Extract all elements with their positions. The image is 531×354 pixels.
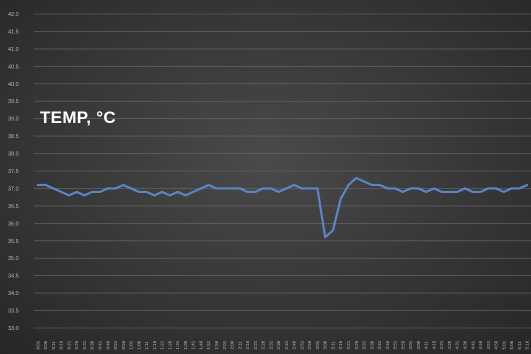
x-tick-label: 5:11: [517, 341, 522, 350]
x-tick-label: 1:51: [206, 340, 211, 349]
x-tick-label: 4:06: [416, 340, 421, 349]
x-tick-label: 0:26: [74, 340, 79, 349]
y-tick-label: 35.5: [8, 239, 19, 245]
x-tick-label: 5:01: [501, 340, 506, 349]
x-tick-label: 0:11: [51, 341, 56, 350]
x-tick-label: 4:11: [424, 341, 429, 350]
y-tick-label: 34.0: [8, 291, 19, 297]
y-tick-label: 39.5: [8, 99, 19, 105]
y-tick-label: 37.0: [8, 186, 19, 192]
x-tick-label: 3:01: [315, 340, 320, 349]
x-tick-label: 3:21: [346, 340, 351, 349]
y-tick-label: 36.5: [8, 204, 19, 210]
x-tick-label: 4:31: [455, 340, 460, 349]
x-tick-label: 3:41: [377, 340, 382, 349]
y-tick-label: 33.0: [8, 326, 19, 332]
x-tick-label: 1:16: [152, 340, 157, 349]
x-tick-label: 2:56: [307, 340, 312, 349]
x-tick-label: 2:21: [253, 340, 258, 349]
x-tick-label: 1:36: [183, 340, 188, 349]
x-tick-label: 3:36: [369, 340, 374, 349]
x-tick-label: 3:31: [362, 340, 367, 349]
x-tick-label: 1:31: [175, 340, 180, 349]
x-tick-label: 1:46: [198, 340, 203, 349]
x-tick-label: 0:36: [90, 340, 95, 349]
x-tick-label: 2:46: [292, 340, 297, 349]
x-tick-label: 3:46: [385, 340, 390, 349]
x-tick-label: 0:06: [43, 340, 48, 349]
y-tick-label: 39.0: [8, 117, 19, 123]
x-tick-label: 3:26: [354, 340, 359, 349]
x-tick-label: 1:11: [144, 341, 149, 350]
x-tick-label: 3:16: [338, 340, 343, 349]
x-tick-label: 1:01: [129, 340, 134, 349]
y-tick-label: 38.5: [8, 134, 19, 140]
x-tick-label: 4:51: [486, 340, 491, 349]
x-tick-label: 0:21: [66, 340, 71, 349]
x-tick-label: 1:26: [167, 340, 172, 349]
series-layer: [36, 176, 529, 239]
temperature-series-line: [36, 176, 529, 239]
x-tick-label: 2:16: [245, 340, 250, 349]
x-tick-label: 5:06: [509, 340, 514, 349]
x-tick-label: 4:26: [447, 340, 452, 349]
x-tick-label: 0:51: [113, 340, 118, 349]
x-tick-label: 1:06: [136, 340, 141, 349]
x-tick-label: 4:16: [431, 340, 436, 349]
y-tick-label: 33.5: [8, 309, 19, 315]
x-tick-label: 2:06: [230, 340, 235, 349]
x-tick-label: 2:01: [222, 340, 227, 349]
x-tick-label: 4:56: [494, 340, 499, 349]
y-tick-label: 35.0: [8, 256, 19, 262]
y-tick-label: 42.0: [8, 12, 19, 18]
x-tick-label: 0:01: [35, 340, 40, 349]
y-axis-ticks: 42.0 41.5 41.0 40.5 40.0 39.5 39.0 38.5 38.0 37.5…: [8, 12, 19, 332]
chart-title: TEMP, °C: [40, 108, 116, 127]
x-tick-label: 5:16: [525, 340, 530, 349]
x-tick-label: 4:36: [462, 340, 467, 349]
x-tick-label: 0:56: [121, 340, 126, 349]
y-tick-label: 40.0: [8, 82, 19, 88]
x-tick-label: 2:11: [237, 341, 242, 350]
x-tick-label: 1:41: [191, 340, 196, 349]
y-tick-label: 41.5: [8, 29, 19, 35]
x-tick-label: 4:01: [408, 340, 413, 349]
x-tick-label: 3:51: [393, 340, 398, 349]
x-tick-label: 0:46: [105, 340, 110, 349]
y-tick-label: 41.0: [8, 47, 19, 53]
y-tick-label: 40.5: [8, 64, 19, 70]
x-tick-label: 4:21: [439, 340, 444, 349]
x-tick-label: 4:46: [478, 340, 483, 349]
x-tick-label: 2:31: [268, 340, 273, 349]
x-tick-label: 0:31: [82, 340, 87, 349]
x-tick-label: 2:26: [261, 340, 266, 349]
y-tick-label: 38.0: [8, 152, 19, 158]
x-tick-label: 3:11: [330, 341, 335, 350]
x-tick-label: 2:41: [284, 340, 289, 349]
x-tick-label: 3:56: [400, 340, 405, 349]
x-tick-label: 1:21: [160, 340, 165, 349]
y-tick-label: 37.5: [8, 169, 19, 175]
x-axis-ticks: 0:01 0:06 0:11 0:16 0:21 0:26 0:31 0:36 0:41 0:46…: [35, 340, 529, 349]
x-tick-label: 4:41: [470, 340, 475, 349]
y-tick-label: 34.5: [8, 274, 19, 280]
x-tick-label: 3:06: [323, 340, 328, 349]
x-tick-label: 2:36: [276, 340, 281, 349]
x-tick-label: 2:51: [299, 340, 304, 349]
y-tick-label: 36.0: [8, 221, 19, 227]
x-tick-label: 1:56: [214, 340, 219, 349]
x-tick-label: 0:41: [98, 340, 103, 349]
x-tick-label: 0:16: [59, 340, 64, 349]
